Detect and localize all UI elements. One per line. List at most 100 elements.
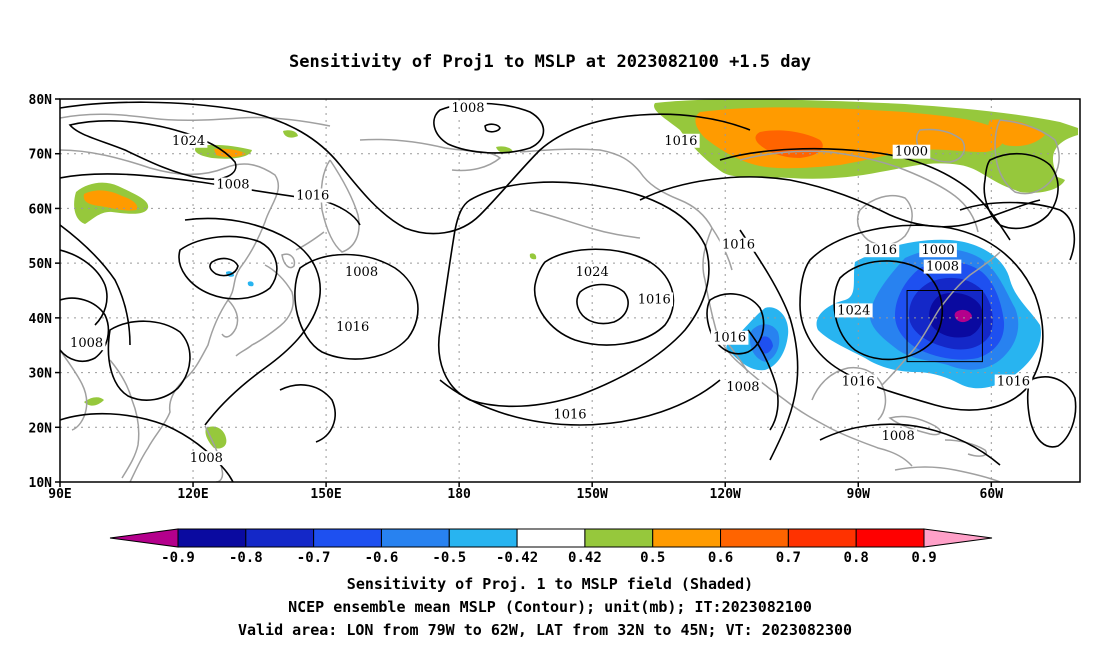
colorbar-box-1 [245, 528, 315, 548]
contour-line-1016-hawaii [439, 379, 721, 426]
colorbar-label-10: 0.8 [844, 550, 869, 566]
contour-line-1016-west-pacific [279, 384, 336, 443]
colorbar-box-0 [177, 528, 247, 548]
contour-label-1008-0: 1008 [451, 101, 484, 116]
contour-line-1008-canada [639, 176, 1041, 228]
contour-label-1008-21: 1008 [882, 429, 915, 444]
contour-line-1008-india [60, 297, 110, 362]
coast-mexico [737, 361, 913, 467]
coast-korea [221, 299, 239, 338]
chart-title: Sensitivity of Proj1 to MSLP at 20230821… [289, 52, 811, 72]
y-tick-label-20N: 20N [29, 421, 53, 436]
contour-label-1000-3: 1000 [895, 145, 928, 160]
contour-line-1008-caribbean [819, 423, 1001, 466]
contour-label-1016-19: 1016 [997, 375, 1030, 390]
valid-area-box [906, 290, 983, 363]
contour-line-1016-china [60, 224, 131, 346]
x-tick-label-60W: 60W [980, 487, 1004, 502]
contour-label-1016-20: 1016 [553, 407, 586, 422]
contour-label-bg-10 [342, 265, 381, 280]
x-axis: 90E 120E 150E 180 150W 120W 90W 60W [48, 482, 1003, 502]
contour-line-1008-japan-inner [209, 257, 239, 277]
shade-positive-labrador-green [1007, 175, 1065, 193]
contour-label-1016-15: 1016 [713, 331, 746, 346]
contour-labels: 1008 1024 1016 1000 1008 1016 1016 1016 1000 1008… [67, 100, 1033, 466]
contour-line-1016-pacific-east [438, 181, 710, 408]
y-tick-label-60N: 60N [29, 202, 53, 217]
contour-line-arctic-high [60, 101, 751, 235]
coast-philippines [204, 425, 224, 482]
contour-line-1000-greenland [983, 152, 1059, 230]
grid-lines [60, 99, 1080, 482]
coast-caribbean [944, 439, 987, 457]
contour-label-bg-11 [573, 265, 611, 280]
x-tick-label-180: 180 [447, 487, 471, 502]
contour-label-1016-5: 1016 [296, 188, 329, 203]
contour-line-1008-indochina [107, 320, 191, 401]
y-tick-label-10N: 10N [29, 476, 53, 491]
contour-label-bg-21 [879, 429, 917, 444]
contour-label-bg-20 [551, 407, 589, 422]
contour-label-bg-22 [187, 451, 226, 466]
colorbar-box-4 [448, 528, 518, 548]
contour-label-bg-15 [710, 330, 749, 345]
shade-positive-india [84, 397, 104, 406]
contour-label-1024-13: 1024 [837, 303, 870, 318]
x-tick-label-150E: 150E [310, 487, 341, 502]
contour-label-bg-12 [635, 292, 674, 307]
x-tick-label-90E: 90E [48, 487, 71, 502]
colorbar-label-7: 0.5 [640, 550, 665, 566]
contour-label-1016-14: 1016 [336, 320, 369, 335]
contour-label-bg-18 [839, 374, 878, 389]
colorbar-label-2: -0.7 [297, 550, 331, 566]
contour-label-bg-7 [861, 243, 900, 258]
x-tick-label-150W: 150W [577, 487, 608, 502]
y-tick-label-70N: 70N [29, 148, 53, 163]
contour-line-1008-tibet [60, 249, 108, 326]
coast-us-east [881, 251, 1001, 386]
contour-line-1016-east-china [184, 217, 321, 426]
coast-kuriles [295, 231, 325, 251]
contour-label-bg-0 [449, 100, 487, 115]
y-tick-label-80N: 80N [29, 93, 53, 108]
colorbar-box-3 [380, 528, 450, 548]
colorbar-label-3: -0.6 [365, 550, 399, 566]
colorbar-label-6: 0.42 [568, 550, 602, 566]
y-tick-label-50N: 50N [29, 257, 53, 272]
contour-label-1008-10: 1008 [345, 265, 378, 280]
contour-label-bg-2 [662, 133, 700, 148]
contour-line-1024-pacific-inner [576, 283, 629, 325]
contour-label-1008-16: 1008 [70, 336, 103, 351]
shade-negative-atlantic-max [954, 309, 972, 323]
contour-label-bg-5 [293, 188, 332, 203]
shade-positive-siberia-orange [83, 190, 138, 211]
x-tick-label-120W: 120W [710, 487, 741, 502]
coast-india [60, 349, 88, 431]
contour-line-1016-pacific-west [294, 253, 419, 360]
contour-line-1008-japan-low [178, 235, 278, 300]
coast-siberia-north [60, 113, 331, 127]
contour-label-1016-6: 1016 [722, 238, 755, 253]
shade-positive-pacific-dot [529, 253, 537, 260]
x-tick-label-90W: 90W [847, 487, 871, 502]
contour-label-1000-8: 1000 [922, 243, 955, 258]
contour-line-1024-siberia [68, 120, 237, 180]
colorbar-box-10 [855, 528, 925, 548]
contour-label-1016-12: 1016 [638, 292, 671, 307]
contour-line-1008-south-asia [60, 412, 234, 482]
contour-line-1008-bering-low [433, 102, 545, 154]
colorbar-box-2 [313, 528, 382, 548]
contour-label-bg-1 [169, 133, 208, 148]
coast-bc [702, 227, 739, 363]
coast-baffin [915, 128, 966, 163]
contour-label-1008-9: 1008 [926, 260, 959, 275]
contour-label-1008-22: 1008 [190, 451, 223, 466]
contour-label-bg-17 [724, 379, 762, 394]
coast-japan [235, 264, 294, 357]
contour-label-bg-6 [719, 237, 758, 252]
map-frame [59, 98, 1081, 483]
contour-label-bg-16 [67, 336, 106, 351]
contour-line-1008-atlantic-north [959, 201, 1076, 261]
coast-east-asia [60, 149, 280, 482]
colorbar-arrow-left [109, 528, 179, 548]
